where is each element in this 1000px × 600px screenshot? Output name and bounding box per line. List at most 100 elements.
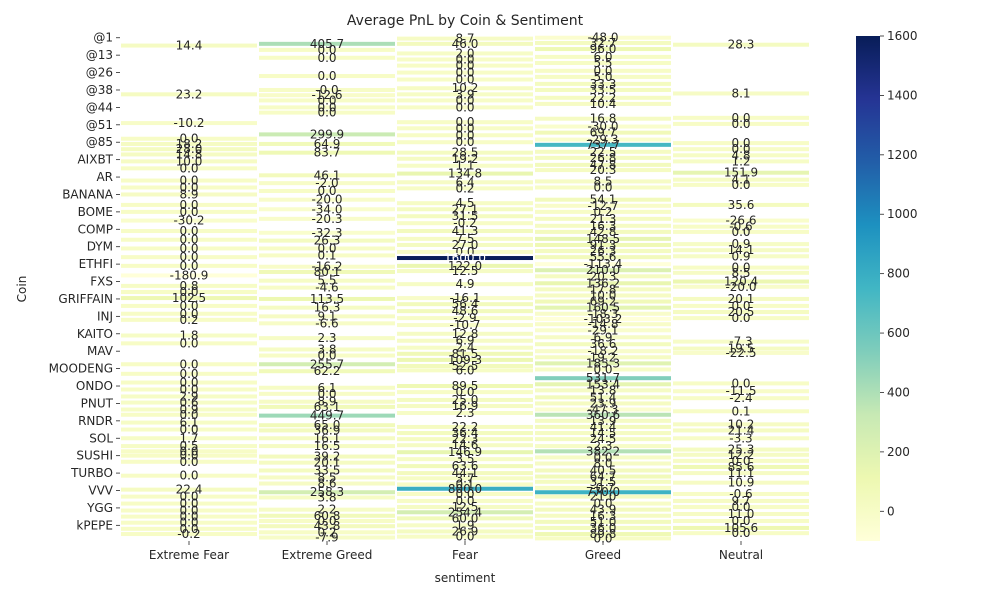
- heatmap-cell: [535, 40, 671, 45]
- y-tick-label: AIXBT: [77, 153, 113, 167]
- heatmap-cell: [535, 130, 671, 135]
- cell-annotation: -0.2: [177, 527, 200, 541]
- cell-annotation: -0.6: [729, 220, 752, 234]
- heatmap-cell: [259, 423, 395, 428]
- heatmap-cell: [673, 254, 809, 259]
- heatmap-cell: [121, 508, 257, 513]
- heatmap-cell: [121, 202, 257, 207]
- cell-annotation: 0.0: [731, 526, 750, 540]
- cell-annotation: 12.8: [452, 327, 479, 341]
- heatmap-cell: [673, 452, 809, 457]
- y-tick-label: @38: [86, 83, 113, 97]
- cell-annotation: -0.7: [591, 481, 614, 495]
- cell-annotation: 12.5: [452, 500, 479, 514]
- heatmap-cell: [397, 57, 533, 62]
- cell-annotation: 3.5: [455, 452, 474, 466]
- cell-annotation: -4.6: [315, 281, 338, 295]
- cell-annotation: 0.0: [731, 117, 750, 131]
- cell-annotation: 16.8: [590, 112, 617, 126]
- cell-annotation: 33.5: [314, 463, 341, 477]
- cell-annotation: 20.3: [590, 269, 617, 283]
- cell-annotation: 0.1: [731, 404, 750, 418]
- cell-annotation: 0.1: [455, 477, 474, 491]
- heatmap-cell: [397, 363, 533, 368]
- cell-annotation: -16.2: [311, 260, 342, 274]
- heatmap-cell: [535, 501, 671, 506]
- x-tick-label: Extreme Greed: [282, 548, 373, 562]
- heatmap-cell: [535, 361, 671, 366]
- cell-annotation: 22.5: [590, 145, 617, 159]
- heatmap-cell: [535, 449, 671, 454]
- cell-annotation: 0.0: [179, 285, 198, 299]
- heatmap-cell: [397, 505, 533, 510]
- heatmap-cell: [673, 265, 809, 270]
- heatmap-cell: [121, 514, 257, 519]
- heatmap-cell: [259, 197, 395, 202]
- cell-annotation: 83.7: [314, 146, 341, 160]
- heatmap-cell: [259, 110, 395, 115]
- cell-annotation: -20.0: [725, 280, 756, 294]
- heatmap-cell: [535, 367, 671, 372]
- heatmap-cell: [535, 349, 671, 354]
- heatmap-cell: [397, 523, 533, 528]
- heatmap-cell: [673, 270, 809, 275]
- heatmap-cell: [673, 498, 809, 503]
- heatmap-cell: [535, 287, 671, 292]
- heatmap-cell: [673, 121, 809, 126]
- cell-annotation: -29.1: [587, 323, 618, 337]
- cell-annotation: -16.1: [449, 291, 480, 305]
- cell-annotation: 24.5: [590, 432, 617, 446]
- cell-annotation: 10.2: [728, 417, 755, 431]
- heatmap-cell: [397, 486, 533, 491]
- heatmap-cell: [535, 382, 671, 387]
- heatmap-cell: [259, 460, 395, 465]
- cell-annotation: 185.3: [586, 356, 620, 370]
- cell-annotation: 6.9: [455, 334, 474, 348]
- cell-annotation: 0.2: [317, 525, 336, 539]
- heatmap-cell: [535, 255, 671, 260]
- heatmap-cell: [397, 140, 533, 145]
- cell-annotation: -180.9: [170, 268, 209, 282]
- heatmap-cell: [673, 389, 809, 394]
- heatmap-cell: [259, 238, 395, 243]
- heatmap-cell: [121, 273, 257, 278]
- heatmap-cell: [121, 333, 257, 338]
- cell-annotation: 44.1: [452, 466, 479, 480]
- heatmap-cell: [259, 353, 395, 358]
- heatmap-cell: [121, 192, 257, 197]
- cell-annotation: 8.9: [317, 395, 336, 409]
- heatmap-cell: [259, 362, 395, 367]
- heatmap-cell: [673, 422, 809, 427]
- heatmap-cell: [397, 207, 533, 212]
- cell-annotation: 28.0: [176, 142, 203, 156]
- y-tick-label: @85: [86, 135, 113, 149]
- heatmap-cell: [397, 338, 533, 343]
- y-tick-label: TURBO: [70, 466, 113, 480]
- cell-annotation: -26.6: [725, 214, 756, 228]
- cell-annotation: -0.0: [315, 83, 338, 97]
- heatmap-cell: [259, 428, 395, 433]
- cell-annotation: 1.7: [179, 431, 198, 445]
- heatmap-cell: [397, 126, 533, 131]
- cell-annotation: 23.2: [176, 87, 203, 101]
- heatmap-cell: [673, 141, 809, 146]
- heatmap-cell: [535, 60, 671, 65]
- heatmap-cell: [397, 331, 533, 336]
- heatmap-cell: [535, 242, 671, 247]
- heatmap-cell: [535, 342, 671, 347]
- heatmap-cell: [121, 487, 257, 492]
- cell-annotation: 8.5: [731, 266, 750, 280]
- heatmap-cell: [535, 335, 671, 340]
- cell-annotation: 0.0: [179, 522, 198, 536]
- heatmap-cell: [121, 159, 257, 164]
- heatmap-cell: [397, 63, 533, 68]
- heatmap-cell: [121, 400, 257, 405]
- heatmap-cell: [121, 166, 257, 171]
- cell-annotation: -10.2: [173, 116, 204, 130]
- heatmap-cell: [673, 147, 809, 152]
- heatmap-cell: [673, 224, 809, 229]
- cell-annotation: 36.6: [590, 337, 617, 351]
- y-axis: @1 @13 @26 @38 @44 @51 @85 AIXBT AR BANANA BOME COM…: [49, 31, 120, 532]
- heatmap-cell: [259, 74, 395, 79]
- heatmap-cell: [397, 296, 533, 301]
